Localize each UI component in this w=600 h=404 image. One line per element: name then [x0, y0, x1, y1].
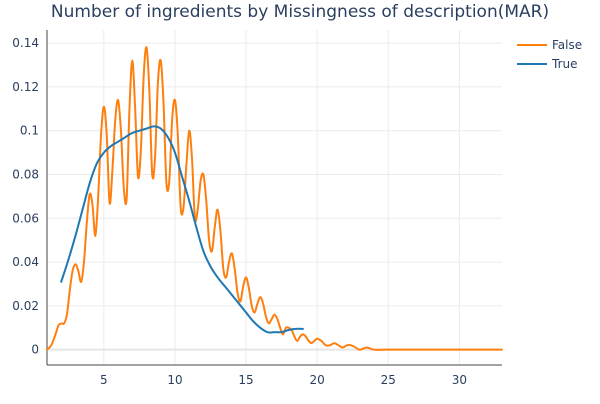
legend[interactable]: False True	[517, 38, 582, 71]
x-tick-label: 5	[100, 373, 108, 387]
y-tick-label: 0.08	[12, 168, 39, 182]
y-tick-label: 0.06	[12, 211, 39, 225]
y-tick-label: 0.1	[20, 124, 39, 138]
legend-item-false[interactable]: False	[517, 38, 582, 52]
series-line-true	[60, 125, 304, 334]
x-tick-label: 10	[167, 373, 182, 387]
y-tick-label: 0.14	[12, 36, 39, 50]
chart-title: Number of ingredients by Missingness of …	[51, 2, 549, 22]
legend-label: False	[552, 38, 582, 52]
y-tick-label: 0.04	[12, 255, 39, 269]
y-tick-label: 0.12	[12, 80, 39, 94]
x-tick-label: 20	[310, 373, 325, 387]
x-tick-label: 15	[238, 373, 253, 387]
series-line-false	[46, 46, 503, 351]
x-tick-label: 25	[381, 373, 396, 387]
legend-label: True	[551, 57, 578, 71]
grid	[47, 30, 502, 365]
axes: 5 10 15 20 25 30 0 0.02 0.04 0.06 0.08 0.1 0.12 0.14	[12, 30, 502, 387]
y-tick-label: 0.02	[12, 299, 39, 313]
x-tick-label: 30	[452, 373, 467, 387]
y-tick-label: 0	[31, 343, 39, 357]
legend-item-true[interactable]: True	[517, 57, 578, 71]
series-lines	[46, 46, 503, 351]
